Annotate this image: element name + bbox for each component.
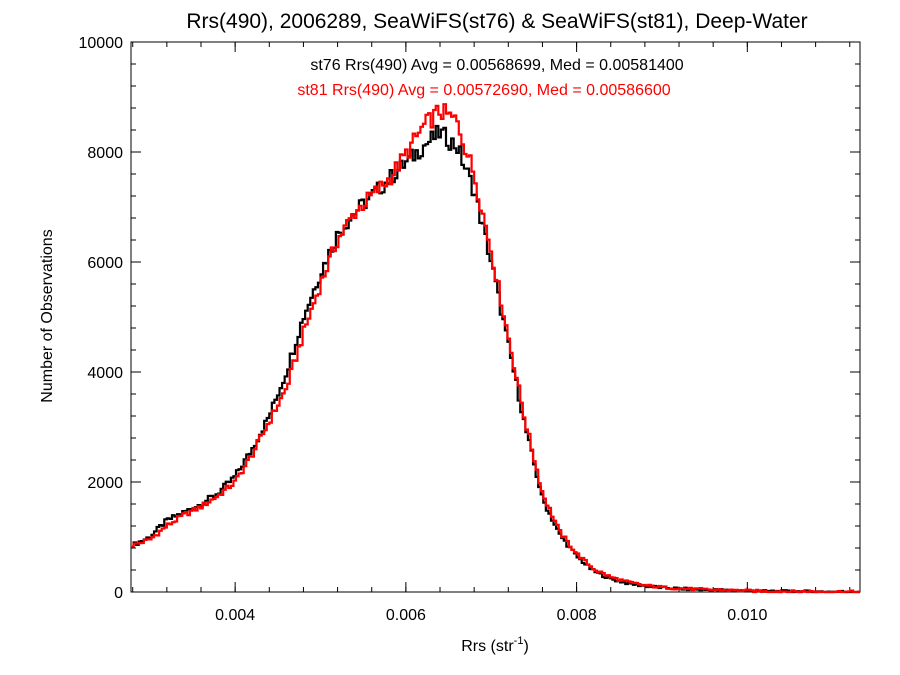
x-axis-label-superscript: -1: [514, 635, 524, 647]
x-axis-ticks: 0.004 0.006 0.008 0.010: [132, 42, 851, 624]
y-tick-label: 2000: [87, 475, 123, 492]
y-tick-label: 0: [114, 585, 123, 602]
x-axis-label-main: Rrs (str: [461, 638, 514, 655]
series-st76-histogram: [131, 124, 860, 594]
x-tick-label: 0.004: [215, 607, 255, 624]
legend-entry-st81: st81 Rrs(490) Avg = 0.00572690, Med = 0.…: [297, 82, 670, 99]
y-axis-ticks: 0 2000 4000 6000 8000 10000: [79, 35, 860, 602]
series-st81-histogram: [131, 103, 860, 594]
y-tick-label: 4000: [87, 365, 123, 382]
series-layer: [131, 103, 860, 594]
legend-entry-st76: st76 Rrs(490) Avg = 0.00568699, Med = 0.…: [310, 57, 683, 74]
chart-title: Rrs(490), 2006289, SeaWiFS(st76) & SeaWi…: [186, 10, 807, 33]
x-axis-label-close: ): [523, 638, 528, 655]
plot-frame: [130, 41, 861, 593]
x-tick-label: 0.008: [557, 607, 597, 624]
y-axis-label: Number of Observations: [39, 229, 56, 402]
x-tick-label: 0.006: [386, 607, 426, 624]
x-tick-label: 0.010: [727, 607, 767, 624]
y-tick-label: 8000: [87, 145, 123, 162]
y-tick-label: 10000: [79, 35, 124, 52]
y-tick-label: 6000: [87, 255, 123, 272]
x-axis-label: Rrs (str-1): [461, 635, 529, 655]
